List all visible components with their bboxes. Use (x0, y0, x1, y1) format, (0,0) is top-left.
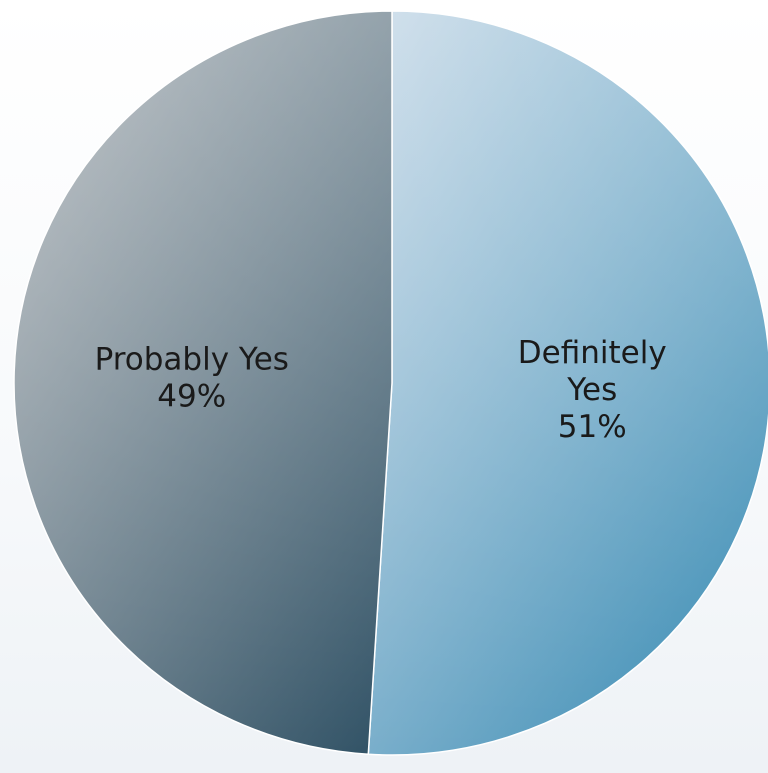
slice-name: Definitely (518, 335, 667, 371)
pie-slices (13, 10, 768, 756)
pie-labels: Definitely Yes 51% Probably Yes 49% (95, 335, 667, 445)
slice-label-probably-yes: Probably Yes 49% (95, 341, 289, 414)
slice-label-definitely-yes: Definitely Yes 51% (518, 335, 667, 445)
slice-name: Probably Yes (95, 341, 289, 377)
slice-percent: 49% (157, 378, 226, 414)
slice-name: Yes (566, 372, 617, 408)
slice-percent: 51% (558, 409, 627, 445)
